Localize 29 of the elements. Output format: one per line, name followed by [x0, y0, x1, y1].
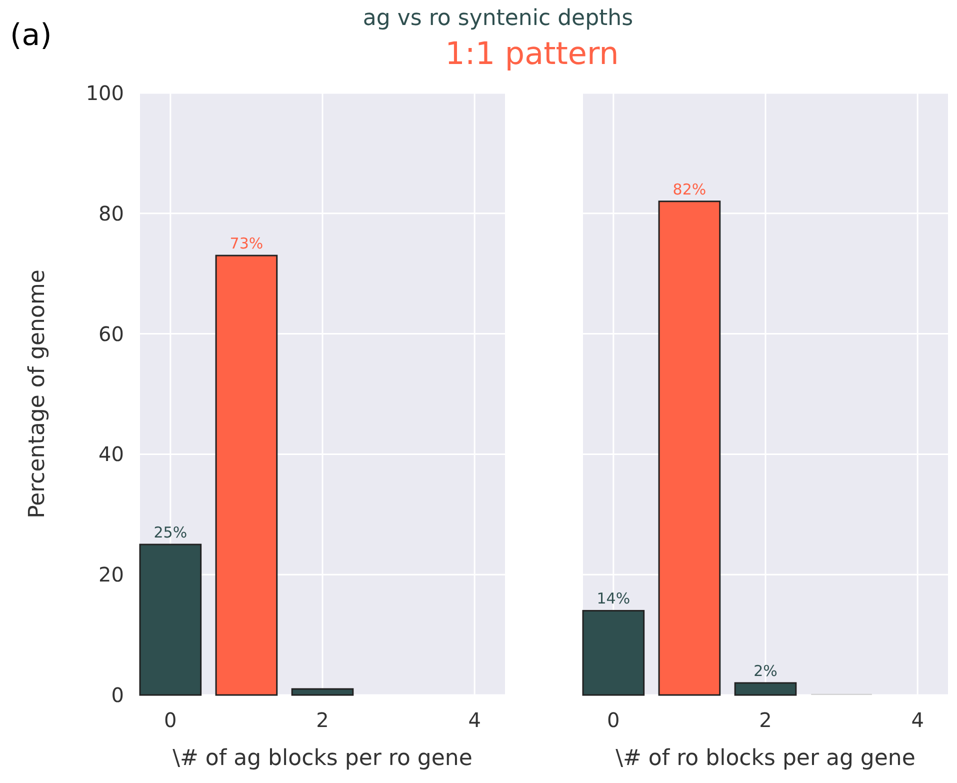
- x-tick-label: 4: [468, 708, 481, 732]
- data-label: 82%: [672, 180, 706, 198]
- y-tick-label: 100: [86, 81, 124, 105]
- x-tick-label: 0: [164, 708, 177, 732]
- y-tick-label: 60: [98, 322, 124, 346]
- bar: [734, 682, 797, 696]
- bar: [139, 544, 202, 696]
- y-tick-label: 40: [98, 442, 124, 466]
- y-axis-title: Percentage of genome: [25, 270, 50, 518]
- x-tick-label: 4: [911, 708, 924, 732]
- bar: [291, 688, 354, 696]
- x-tick-label: 2: [759, 708, 772, 732]
- data-label: 2%: [754, 662, 778, 680]
- bar: [215, 254, 278, 696]
- bar: [582, 610, 645, 696]
- bar: [658, 200, 721, 696]
- x-axis-title: \# of ag blocks per ro gene: [172, 746, 472, 771]
- y-tick-label: 20: [98, 562, 124, 587]
- x-tick-label: 2: [316, 708, 329, 732]
- data-label: 25%: [154, 524, 188, 542]
- data-label: 14%: [596, 590, 630, 608]
- text: (a): [10, 18, 52, 53]
- chart-subtitle: 1:1 pattern: [445, 36, 619, 72]
- data-label: 73%: [230, 234, 264, 253]
- y-tick-label: 0: [111, 683, 124, 707]
- chart-title: ag vs ro syntenic depths: [362, 6, 634, 31]
- y-tick-label: 80: [98, 201, 124, 226]
- x-axis-title: \# of ro blocks per ag gene: [616, 746, 916, 771]
- x-tick-label: 0: [607, 708, 620, 732]
